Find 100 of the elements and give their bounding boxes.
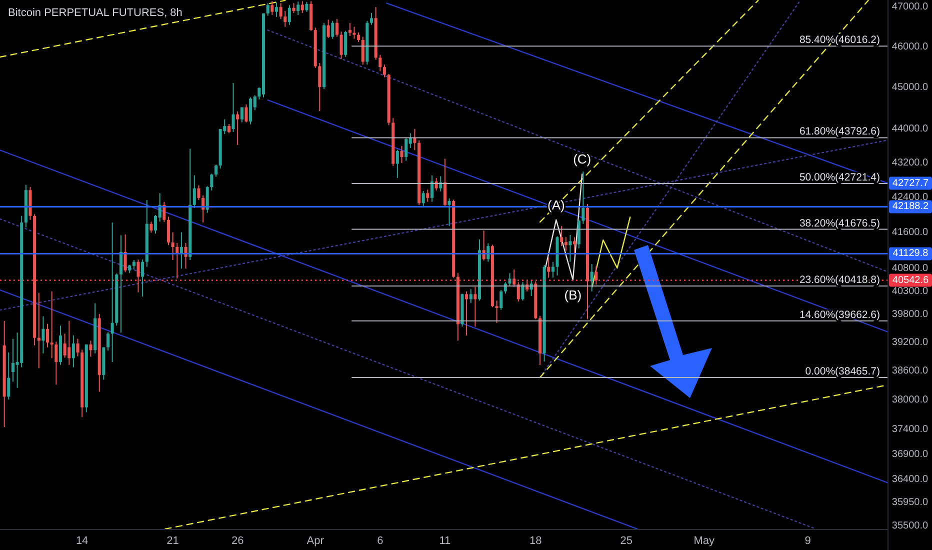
candlestick xyxy=(413,128,416,151)
candlestick xyxy=(340,31,343,60)
candlestick xyxy=(508,272,512,286)
y-tick-label: 39800.0 xyxy=(892,308,929,320)
candlestick xyxy=(162,201,166,223)
candlestick xyxy=(382,64,386,78)
candlestick xyxy=(590,264,594,292)
candlestick xyxy=(296,1,300,16)
x-tick-label: 14 xyxy=(76,535,88,547)
candlestick xyxy=(404,136,408,162)
candlestick xyxy=(516,282,520,302)
candlestick xyxy=(430,174,434,202)
candlestick xyxy=(63,333,66,358)
candlestick xyxy=(443,158,446,208)
y-tick-label: 36900.0 xyxy=(892,448,929,460)
candlestick xyxy=(136,259,140,293)
ref-line-label: 85.40%(46016.2) xyxy=(799,34,880,46)
candlestick xyxy=(335,18,338,38)
y-tick-label: 35500.0 xyxy=(892,520,929,532)
candlestick xyxy=(305,1,308,12)
candlestick xyxy=(495,300,498,324)
x-tick-label: 26 xyxy=(231,535,244,547)
annotation: (B) xyxy=(564,287,582,302)
x-tick-label: 9 xyxy=(804,535,811,547)
text: Bitcoin PERPETUAL FUTURES, 8h xyxy=(8,7,182,19)
annotation: (C) xyxy=(573,152,592,167)
y-tick-label: 39200.0 xyxy=(892,337,929,348)
candlestick xyxy=(352,26,356,40)
candlestick xyxy=(184,242,188,270)
candlestick xyxy=(326,19,330,39)
candlestick xyxy=(266,2,270,16)
candlestick xyxy=(227,123,230,134)
candlestick xyxy=(240,106,244,123)
x-tick-label: 6 xyxy=(377,535,384,547)
candlestick xyxy=(279,2,282,20)
candlestick xyxy=(474,286,477,328)
x-tick-label: 25 xyxy=(620,535,633,547)
y-tick-label: 38600.0 xyxy=(892,366,929,377)
candlestick xyxy=(210,173,214,192)
candlestick xyxy=(361,36,364,66)
candlestick xyxy=(141,259,144,297)
candlestick xyxy=(426,189,430,202)
candlestick xyxy=(357,32,360,43)
candlestick xyxy=(119,234,122,334)
candlestick xyxy=(551,261,554,278)
candlestick xyxy=(54,341,58,386)
y-tick-label: 43200.0 xyxy=(892,157,929,168)
candlestick xyxy=(292,2,296,14)
ref-line-label: 38.20%(41676.5) xyxy=(799,217,880,230)
candlestick xyxy=(331,20,334,40)
candlestick xyxy=(500,290,503,310)
candlestick xyxy=(568,234,572,262)
ref-line-label: 41129.8 xyxy=(892,248,929,260)
candlestick xyxy=(378,54,382,72)
y-tick-label: 46000.0 xyxy=(892,41,929,52)
ref-line-label: 0.00%(38465.7) xyxy=(805,366,880,378)
y-tick-label: 44000.0 xyxy=(892,124,929,135)
y-tick-label: 41600.0 xyxy=(892,227,929,238)
candlestick xyxy=(166,216,170,246)
candlestick xyxy=(400,145,404,164)
candlestick xyxy=(197,184,200,201)
x-tick-label: 11 xyxy=(439,535,451,547)
candlestick xyxy=(300,0,304,14)
candlestick xyxy=(72,335,75,368)
x-tick-label: 18 xyxy=(530,535,542,547)
x-tick-label: 21 xyxy=(166,535,179,547)
candlestick xyxy=(288,4,291,26)
y-tick-label: 37400.0 xyxy=(892,424,929,435)
candlestick xyxy=(42,316,45,354)
x-tick-label: Apr xyxy=(306,535,324,547)
x-tick-label: May xyxy=(694,535,716,547)
candlestick xyxy=(244,104,248,123)
candlestick xyxy=(192,174,196,208)
candlestick xyxy=(171,232,174,261)
candlestick xyxy=(46,323,50,348)
candlestick xyxy=(68,320,71,366)
candlestick xyxy=(521,282,524,302)
candlestick xyxy=(547,256,550,278)
candlestick xyxy=(232,82,235,132)
annotation: 42727.7 xyxy=(892,178,930,189)
candlestick xyxy=(564,236,568,252)
candlestick xyxy=(448,198,451,227)
candlestick xyxy=(348,22,352,37)
candlestick xyxy=(396,149,399,178)
candlestick xyxy=(573,236,576,256)
candlestick xyxy=(560,226,564,247)
candlestick xyxy=(236,110,240,146)
y-tick-label: 36400.0 xyxy=(892,474,929,486)
ref-line-label: 61.80%(43792.6) xyxy=(799,126,880,138)
candlestick xyxy=(465,290,468,336)
candlestick xyxy=(132,260,136,270)
candlestick xyxy=(249,96,252,125)
ref-line-label: 23.60%(40418.8) xyxy=(799,274,880,286)
y-tick-label: 47000.0 xyxy=(892,2,929,13)
candlestick xyxy=(582,171,585,224)
candlestick xyxy=(422,190,425,207)
candlestick xyxy=(124,234,127,273)
candlestick xyxy=(594,266,598,286)
candlestick xyxy=(50,290,54,359)
candlestick xyxy=(110,222,114,362)
